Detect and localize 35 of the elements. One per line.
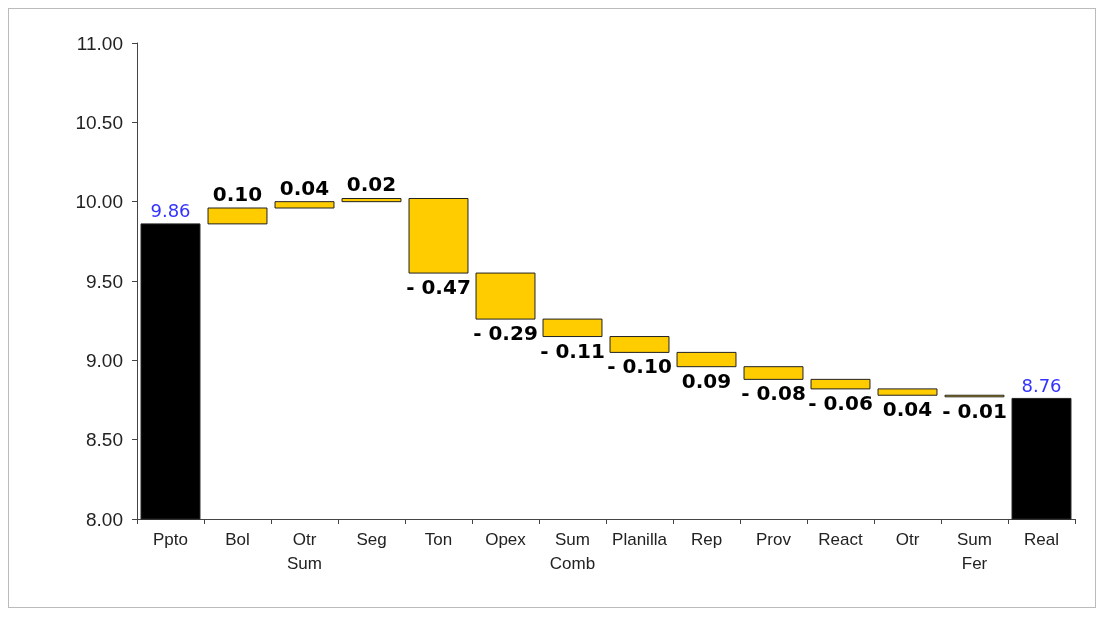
x-tick-label: Planilla [612,529,668,549]
x-tick-label: Bol [225,529,250,549]
data-label: - 0.47 [406,275,471,300]
x-tick-label: Rep [690,529,723,549]
x-tick-label: Ton [424,529,453,549]
data-label: 9.86 [150,200,191,222]
data-label: 0.10 [212,182,263,207]
x-tick-label: Opex [485,529,527,549]
x-tick-label: Sum Fer [957,529,992,573]
x-tick-label: Otr [895,529,920,549]
x-tick-label: Prov [756,529,792,549]
x-tick-label: Otr Sum [287,529,322,573]
data-label: 8.76 [1021,374,1062,396]
data-label: 0.02 [346,172,397,197]
y-tick-label: 10.50 [75,111,123,133]
y-tick-label: 11.00 [76,32,123,54]
y-tick-label: 8.00 [86,508,123,530]
x-tick-label: Ppto [153,529,188,549]
data-label: 0.09 [681,368,732,393]
x-tick-label: Sum Comb [549,529,596,573]
data-label: - 0.06 [808,390,873,415]
data-label: 0.04 [279,175,330,200]
data-label: - 0.01 [942,398,1007,423]
data-label: 0.04 [882,397,933,422]
x-tick-label: React [818,529,863,549]
y-tick-label: 8.50 [86,429,123,451]
x-tick-label: Real [1024,529,1059,549]
x-tick-label: Seg [356,529,387,549]
data-label: - 0.08 [741,381,806,406]
data-label: - 0.29 [473,321,538,346]
data-label: - 0.11 [540,338,605,363]
y-tick-label: 9.00 [86,349,123,371]
y-tick-label: 9.50 [86,270,123,292]
y-tick-label: 10.00 [75,191,123,213]
data-label: - 0.10 [607,354,672,379]
